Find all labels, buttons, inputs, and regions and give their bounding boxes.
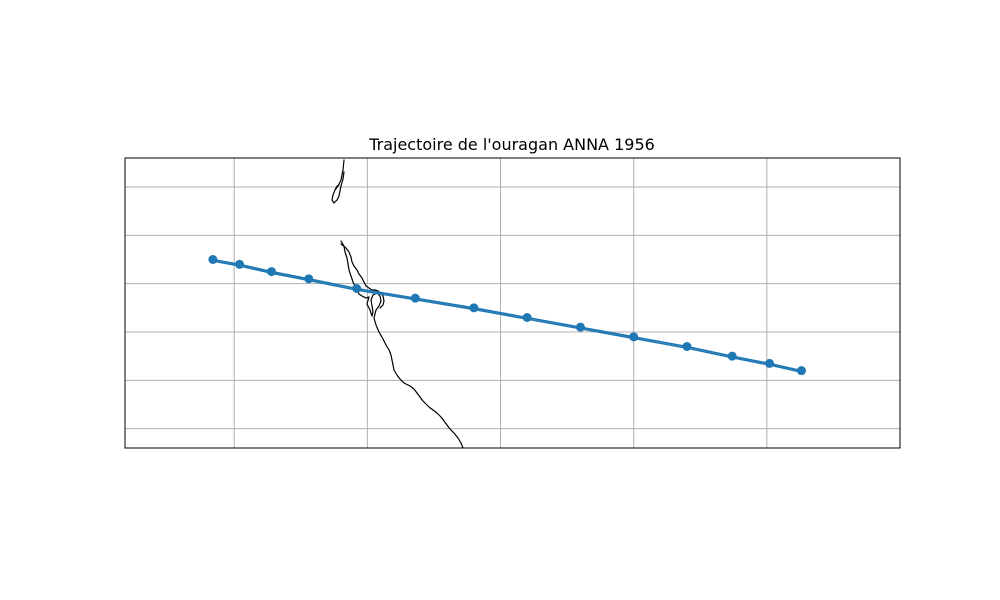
track-point-10 [629,332,639,342]
track-line-2 [212,260,803,374]
track-point-1 [208,255,218,264]
coastline-main [331,159,464,448]
track-point-9 [575,322,585,332]
track-point-6 [410,293,420,303]
track-point-5 [352,284,362,293]
map-title: Trajectoire de l'ouragan ANNA 1956 [368,135,655,154]
track-line-1 [212,258,803,372]
track-point-11 [682,342,692,351]
track-layer [208,255,806,376]
grid-layer [125,158,900,448]
track-point-8 [522,313,532,322]
track-point-13 [765,358,775,368]
track-point-12 [727,351,737,361]
track-point-3 [266,267,276,277]
track-point-7 [469,303,479,313]
map-background [125,158,900,448]
track-point-2 [235,259,245,269]
plot-area [125,158,900,448]
track-point-4 [304,274,314,284]
track-point-14 [796,366,806,376]
map-frame [124,157,901,449]
coastline-layer [331,159,464,448]
